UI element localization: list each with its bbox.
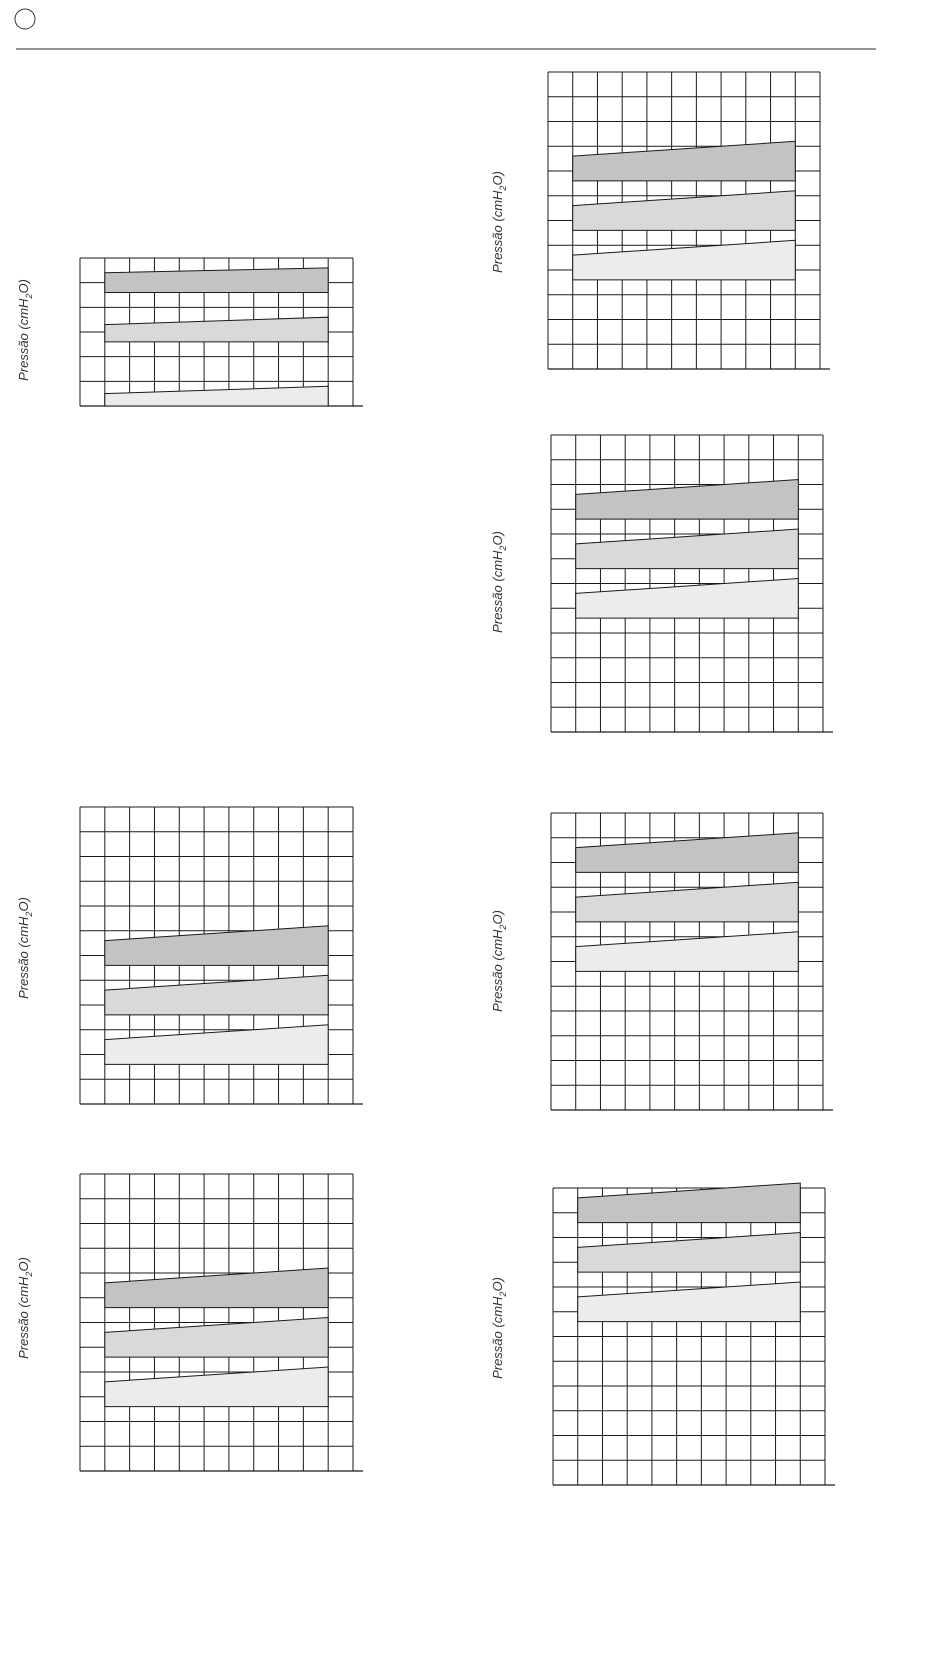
pressure-band-2	[104, 974, 329, 1016]
chart-7: Pressão (cmH2O)	[490, 1182, 835, 1486]
y-axis-label-end: O)	[490, 910, 505, 924]
y-axis-label-main: Pressão (cmH	[16, 916, 31, 999]
pressure-band-1	[104, 267, 329, 294]
pressure-band-3	[104, 1366, 329, 1408]
pressure-band-3	[572, 239, 796, 281]
y-axis-label: Pressão (cmH2O)	[16, 1257, 34, 1359]
circle-outline-icon	[14, 8, 36, 30]
y-axis-label-main: Pressão (cmH	[490, 190, 505, 273]
chart-3: Pressão (cmH2O)	[490, 434, 833, 733]
pressure-band-3	[575, 578, 799, 619]
pressure-band-1	[577, 1182, 801, 1224]
y-axis-label-main: Pressão (cmH	[490, 1296, 505, 1379]
y-axis-label-subscript: 2	[498, 546, 508, 552]
charts-layer: Pressão (cmH2O)Pressão (cmH2O)Pressão (c…	[16, 71, 835, 1486]
pressure-band-1	[575, 832, 799, 873]
chart-2: Pressão (cmH2O)	[490, 71, 830, 370]
y-axis-label-subscript: 2	[498, 925, 508, 931]
y-axis-label-subscript: 2	[498, 1292, 508, 1298]
y-axis-label-main: Pressão (cmH	[16, 1276, 31, 1359]
y-axis-label: Pressão (cmH2O)	[490, 171, 508, 273]
y-axis-label-end: O)	[16, 897, 31, 911]
y-axis-label-subscript: 2	[24, 912, 34, 918]
y-axis-label-end: O)	[490, 171, 505, 185]
y-axis-label-subscript: 2	[24, 1272, 34, 1278]
y-axis-label-main: Pressão (cmH	[490, 929, 505, 1012]
pressure-band-2	[577, 1232, 801, 1273]
chart-grid	[552, 1187, 826, 1486]
pressure-band-3	[577, 1281, 801, 1323]
chart-1: Pressão (cmH2O)	[16, 257, 363, 407]
y-axis-label-end: O)	[16, 279, 31, 293]
pressure-band-2	[104, 316, 329, 343]
y-axis-label: Pressão (cmH2O)	[490, 1277, 508, 1379]
y-axis-label-subscript: 2	[498, 186, 508, 192]
chart-5: Pressão (cmH2O)	[490, 812, 833, 1111]
y-axis-label: Pressão (cmH2O)	[490, 531, 508, 633]
y-axis-label: Pressão (cmH2O)	[490, 910, 508, 1012]
pressure-band-2	[575, 881, 799, 923]
pressure-band-1	[104, 925, 329, 966]
pressure-band-3	[575, 931, 799, 972]
y-axis-label-subscript: 2	[24, 294, 34, 300]
y-axis-label: Pressão (cmH2O)	[16, 279, 34, 381]
pressure-band-1	[572, 140, 796, 182]
pressure-band-1	[104, 1267, 329, 1309]
y-axis-label-main: Pressão (cmH	[490, 550, 505, 633]
chart-4: Pressão (cmH2O)	[16, 806, 363, 1105]
y-axis-label-main: Pressão (cmH	[16, 298, 31, 381]
chart-6: Pressão (cmH2O)	[16, 1173, 363, 1472]
y-axis-label-end: O)	[490, 1277, 505, 1291]
y-axis-label-end: O)	[490, 531, 505, 545]
pressure-band-2	[104, 1317, 329, 1358]
pressure-band-1	[575, 479, 799, 520]
y-axis-label: Pressão (cmH2O)	[16, 897, 34, 999]
pressure-band-2	[572, 190, 796, 231]
y-axis-label-end: O)	[16, 1257, 31, 1271]
pressure-band-3	[104, 385, 329, 407]
pressure-band-3	[104, 1024, 329, 1065]
pressure-band-2	[575, 528, 799, 570]
